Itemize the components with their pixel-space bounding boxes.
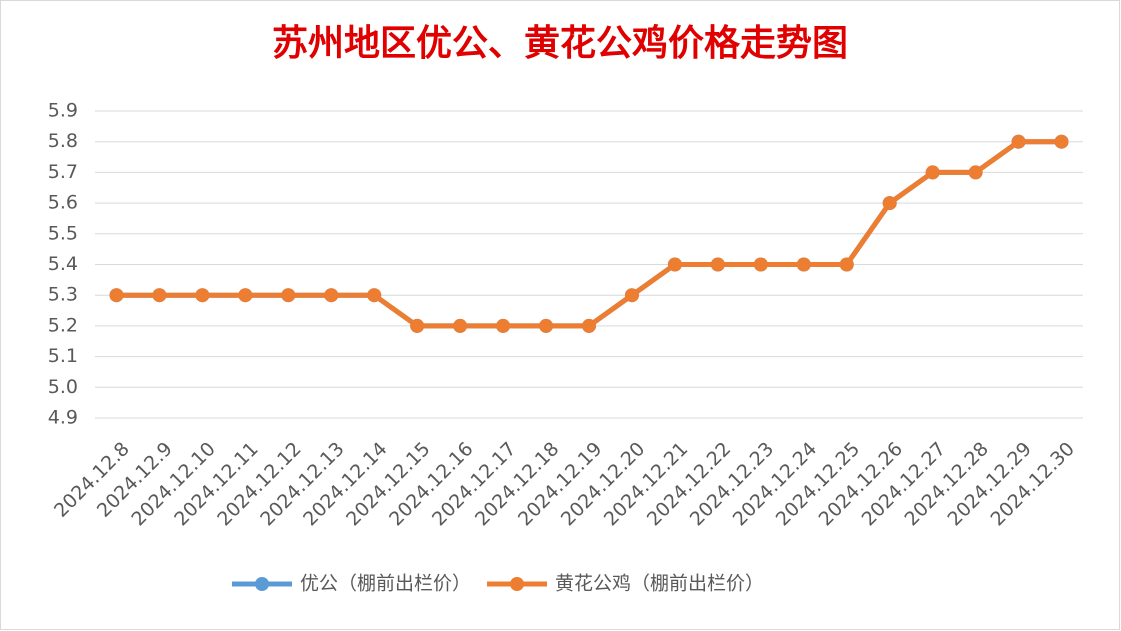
point: [195, 288, 210, 303]
point: [1054, 134, 1069, 149]
y-tick-label: 5.9: [48, 100, 78, 122]
y-tick-label: 5.4: [48, 253, 78, 275]
legend-label: 黄花公鸡（棚前出栏价）: [555, 573, 764, 595]
point: [367, 288, 382, 303]
point: [796, 257, 811, 272]
legend-label: 优公（棚前出栏价）: [300, 573, 471, 595]
point: [324, 288, 339, 303]
point: [667, 257, 682, 272]
point: [882, 196, 897, 211]
point: [453, 318, 468, 333]
point: [281, 288, 296, 303]
point: [539, 318, 554, 333]
legend-marker: [510, 577, 525, 591]
chart-title: 苏州地区优公、黄花公鸡价格走势图: [272, 22, 848, 64]
point: [410, 318, 425, 333]
point: [624, 288, 639, 303]
y-tick-label: 5.2: [48, 314, 78, 336]
point: [710, 257, 725, 272]
point: [753, 257, 768, 272]
point: [925, 165, 940, 180]
point: [1011, 134, 1026, 149]
legend-marker: [255, 577, 269, 591]
point: [109, 288, 124, 303]
y-tick-label: 5.0: [48, 376, 78, 398]
y-tick-label: 5.1: [48, 345, 78, 367]
y-tick-label: 4.9: [48, 407, 78, 429]
point: [839, 257, 854, 272]
y-tick-label: 5.7: [48, 161, 78, 183]
point: [968, 165, 983, 180]
y-tick-label: 5.5: [48, 222, 78, 244]
y-tick-label: 5.6: [48, 192, 78, 214]
point: [582, 318, 596, 333]
y-tick-label: 5.3: [48, 284, 78, 306]
point: [238, 288, 253, 303]
y-tick-label: 5.8: [48, 130, 78, 152]
point: [496, 318, 511, 333]
point: [152, 288, 167, 303]
